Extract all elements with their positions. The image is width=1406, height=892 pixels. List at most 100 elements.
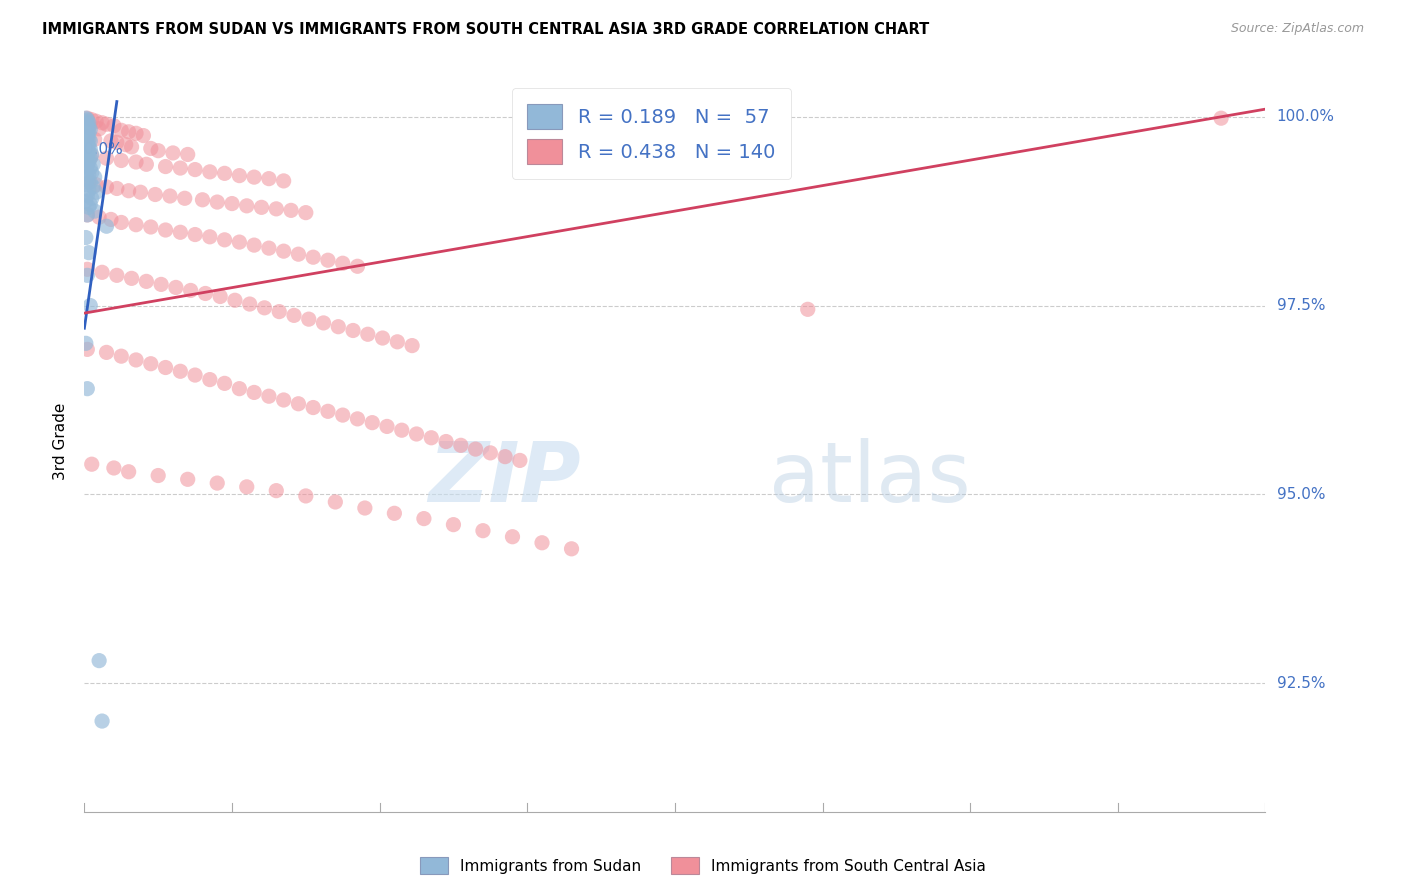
Point [198,165,221,179]
Legend: R = 0.189   N =  57, R = 0.438   N = 140: R = 0.189 N = 57, R = 0.438 N = 140 [512,88,790,179]
Point [77,120,100,135]
Point [75,163,97,178]
Point [280,203,302,218]
Point [75,136,97,151]
Point [239,297,262,311]
Point [273,392,295,407]
Point [77,145,100,160]
Point [177,472,200,486]
Point [224,293,246,308]
Point [420,431,443,445]
Point [155,223,177,237]
Point [76,172,98,186]
Point [214,376,236,391]
Point [450,438,472,452]
Point [84,114,107,128]
Point [77,126,100,140]
Point [328,319,350,334]
Point [283,309,305,323]
Point [243,238,266,252]
Point [75,153,97,167]
Point [169,364,191,378]
Point [221,196,243,211]
Y-axis label: 3rd Grade: 3rd Grade [52,403,67,480]
Point [184,227,207,242]
Point [387,334,409,349]
Point [184,162,207,177]
Point [76,150,98,164]
Point [105,136,128,150]
Point [132,128,155,143]
Point [361,416,384,430]
Point [76,121,98,136]
Point [110,349,132,363]
Point [80,112,103,127]
Point [77,132,100,146]
Point [76,112,98,127]
Point [80,149,103,163]
Point [162,145,184,160]
Point [509,453,531,467]
Point [139,219,162,234]
Point [155,360,177,375]
Point [228,382,250,396]
Point [75,194,97,209]
Point [269,304,291,318]
Point [405,427,427,442]
Point [118,465,141,479]
Point [257,389,280,403]
Point [207,195,229,210]
Point [91,116,114,130]
Point [143,187,166,202]
Point [80,457,103,471]
Point [76,208,98,222]
Point [114,137,136,152]
Point [100,134,122,148]
Point [191,193,214,207]
Point [342,323,364,337]
Point [531,535,554,549]
Point [77,245,100,260]
Point [75,114,97,128]
Point [287,247,309,261]
Point [76,382,98,396]
Point [76,136,98,150]
Point [75,230,97,244]
Point [76,262,98,277]
Point [472,524,495,538]
Point [184,368,207,382]
Point [273,174,295,188]
Point [76,343,98,357]
Point [105,181,128,195]
Point [80,147,103,161]
Point [87,121,111,136]
Point [87,210,111,224]
Point [79,151,101,165]
Text: atlas: atlas [769,438,972,519]
Point [434,434,457,449]
Point [228,169,250,183]
Point [125,126,148,140]
Point [82,180,104,194]
Point [159,189,181,203]
Point [75,128,97,143]
Point [198,373,221,387]
Point [80,165,103,179]
Point [298,312,321,326]
Point [121,271,143,285]
Point [464,442,486,456]
Point [295,205,318,219]
Point [207,476,229,491]
Text: 0.0%: 0.0% [84,142,124,157]
Point [91,265,114,279]
Point [302,401,325,415]
Point [79,122,101,136]
Point [77,139,100,153]
Point [382,506,406,520]
Point [100,212,122,227]
Point [198,229,221,244]
Point [83,204,105,219]
Point [87,654,111,668]
Point [169,225,191,239]
Point [302,250,325,264]
